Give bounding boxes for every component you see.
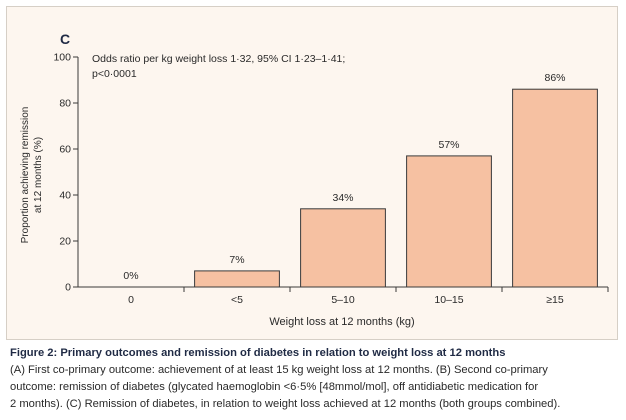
y-tick-label: 60 (59, 144, 71, 156)
chart-annotation-line-2: p<0·0001 (92, 68, 137, 80)
y-tick-label: 0 (65, 282, 71, 294)
bar (406, 155, 492, 288)
y-tick-label: 20 (59, 236, 71, 248)
chart-annotation-line-1: Odds ratio per kg weight loss 1·32, 95% … (92, 53, 345, 65)
bar (512, 88, 598, 288)
bar-series: 0% 7% 34% 57% 86% (123, 72, 598, 288)
y-tick-label: 80 (59, 98, 71, 110)
bar-data-label: 86% (544, 72, 565, 84)
x-tick-label: <5 (231, 294, 243, 306)
bar-data-label: 7% (229, 254, 244, 266)
caption-line-2: outcome: remission of diabetes (glycated… (10, 381, 539, 393)
bar-data-label: 0% (123, 270, 138, 282)
panel-label: C (60, 31, 70, 47)
bar-data-label: 34% (332, 192, 353, 204)
figure-caption: Figure 2: Primary outcomes and remission… (10, 345, 618, 413)
bar (194, 270, 280, 288)
caption-line-3: 2 months). (C) Remission of diabetes, in… (10, 398, 561, 410)
bar-chart: C Odds ratio per kg weight loss 1·32, 95… (20, 31, 609, 328)
y-axis-label-line-1: Proportion achieving remission (20, 107, 31, 244)
x-tick-label: 5–10 (331, 294, 355, 306)
y-tick-label: 100 (53, 52, 71, 64)
caption-heading: Figure 2: Primary outcomes and remission… (10, 347, 506, 359)
x-axis-label: Weight loss at 12 months (kg) (269, 316, 414, 328)
x-tick-label: ≥15 (546, 294, 564, 306)
x-tick-label: 0 (128, 294, 134, 306)
caption-line-1: (A) First co-primary outcome: achievemen… (10, 364, 548, 376)
bar-data-label: 57% (438, 139, 459, 151)
x-axis-ticks: 0 <5 5–10 10–15 ≥15 (128, 287, 609, 306)
bar (300, 208, 386, 288)
y-axis-label-line-2: at 12 months (%) (33, 137, 44, 213)
x-tick-label: 10–15 (434, 294, 463, 306)
y-axis-ticks: 0 20 40 60 80 100 (53, 52, 78, 294)
y-axis-label: Proportion achieving remission at 12 mon… (20, 107, 44, 244)
y-tick-label: 40 (59, 190, 71, 202)
